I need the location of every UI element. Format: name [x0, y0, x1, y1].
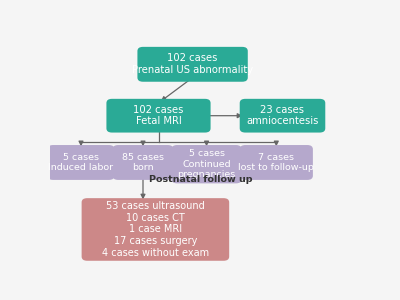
FancyBboxPatch shape — [138, 47, 248, 82]
Text: 85 cases
born: 85 cases born — [122, 153, 164, 172]
Text: 102 cases
Fetal MRI: 102 cases Fetal MRI — [133, 105, 184, 127]
Text: Postnatal follow up: Postnatal follow up — [149, 176, 253, 184]
FancyBboxPatch shape — [240, 99, 325, 133]
Text: 5 cases
Induced labor: 5 cases Induced labor — [48, 153, 114, 172]
Text: 102 cases
Prenatal US abnormality: 102 cases Prenatal US abnormality — [132, 53, 253, 75]
Text: 7 cases
lost to follow-up: 7 cases lost to follow-up — [238, 153, 314, 172]
Text: 5 cases
Continued
pregnancies: 5 cases Continued pregnancies — [178, 149, 236, 179]
FancyBboxPatch shape — [106, 99, 210, 133]
Text: 23 cases
amniocentesis: 23 cases amniocentesis — [246, 105, 319, 127]
FancyBboxPatch shape — [172, 145, 242, 183]
FancyBboxPatch shape — [82, 198, 229, 261]
FancyBboxPatch shape — [48, 145, 114, 180]
FancyBboxPatch shape — [113, 145, 173, 180]
FancyBboxPatch shape — [240, 145, 313, 180]
Text: 53 cases ultrasound
10 cases CT
1 case MRI
17 cases surgery
4 cases without exam: 53 cases ultrasound 10 cases CT 1 case M… — [102, 201, 209, 258]
